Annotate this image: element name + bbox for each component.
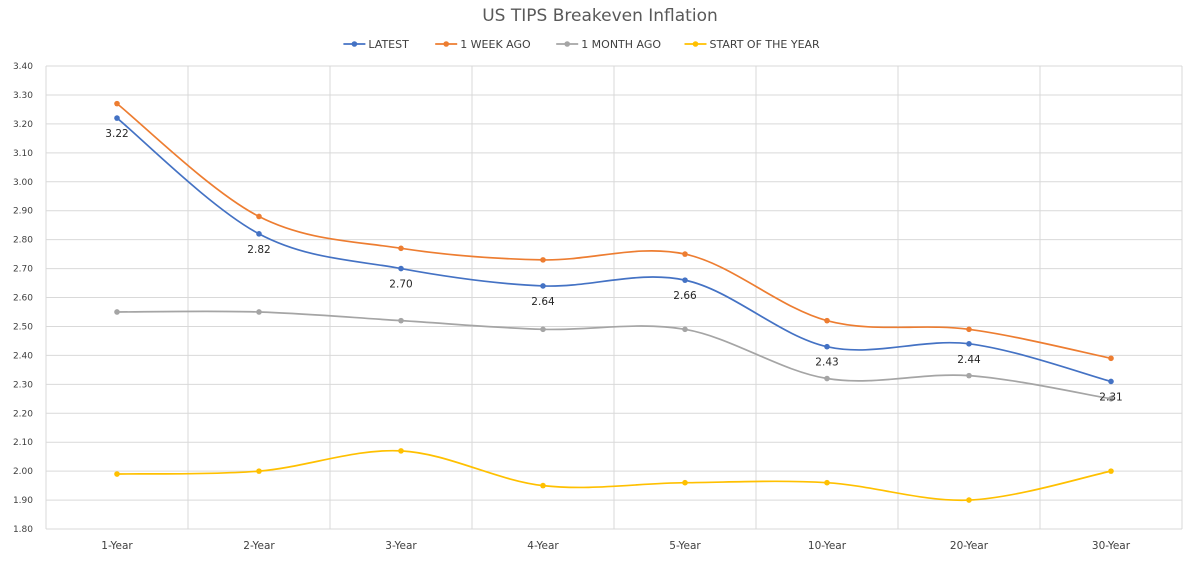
- data-label: 2.43: [815, 357, 838, 369]
- data-label: 2.31: [1099, 391, 1122, 403]
- data-point: [1108, 468, 1114, 474]
- data-point: [540, 326, 546, 333]
- series-start-of-the-year: [114, 448, 1114, 503]
- data-point: [682, 277, 688, 283]
- legend-swatch-marker: [351, 41, 358, 47]
- data-point: [114, 471, 120, 477]
- legend-label: START OF THE YEAR: [710, 38, 821, 51]
- data-point: [540, 283, 546, 289]
- y-tick-label: 2.90: [13, 207, 33, 217]
- y-tick-label: 3.00: [13, 178, 33, 188]
- y-tick-label: 3.20: [13, 120, 33, 130]
- x-tick-label: 20-Year: [950, 540, 989, 552]
- data-point: [1108, 395, 1114, 402]
- data-point: [540, 482, 546, 489]
- data-point: [966, 341, 972, 347]
- x-tick-label: 1-Year: [101, 540, 133, 552]
- data-point: [114, 309, 120, 315]
- data-point: [114, 115, 120, 121]
- legend-item: START OF THE YEAR: [684, 38, 821, 51]
- legend: LATEST 1 WEEK AGO 1 MONTH AGO START OF THE …: [343, 38, 820, 51]
- x-tick-label: 5-Year: [669, 540, 701, 552]
- data-point: [824, 479, 830, 486]
- series-line: [116, 310, 1112, 400]
- y-tick-label: 3.40: [13, 62, 33, 72]
- data-point: [398, 265, 404, 272]
- data-label: 2.66: [673, 290, 697, 302]
- legend-item: 1 WEEK AGO: [435, 38, 531, 51]
- data-point: [398, 317, 404, 324]
- legend-label: 1 MONTH AGO: [581, 38, 661, 51]
- y-tick-label: 3.10: [13, 149, 33, 159]
- y-tick-label: 2.80: [13, 236, 33, 246]
- x-tick-label: 3-Year: [385, 540, 417, 552]
- data-point: [256, 231, 262, 237]
- series-line: [116, 102, 1112, 360]
- data-point: [1108, 378, 1114, 385]
- x-axis: 1-Year 2-Year 3-Year 4-Year 5-Year 10-Year 20-…: [101, 540, 1130, 552]
- y-tick-label: 2.40: [13, 351, 33, 361]
- x-tick-label: 2-Year: [243, 540, 275, 552]
- data-point: [966, 372, 972, 379]
- data-point: [114, 100, 120, 107]
- x-tick-label: 4-Year: [527, 540, 559, 552]
- data-point: [682, 326, 688, 333]
- series-1-month-ago: [114, 309, 1114, 402]
- data-point: [256, 213, 262, 220]
- legend-swatch-marker: [692, 41, 699, 47]
- y-tick-label: 2.70: [13, 265, 33, 275]
- data-point: [966, 326, 972, 333]
- y-tick-label: 2.00: [13, 467, 33, 477]
- series-layer: [114, 100, 1114, 503]
- data-point: [398, 448, 404, 454]
- data-label: 2.64: [531, 296, 555, 308]
- y-axis: 1.80 1.90 2.00 2.10 2.20 2.30 2.40 2.50 2.60 2.70…: [13, 62, 33, 535]
- legend-label: 1 WEEK AGO: [460, 38, 531, 51]
- y-tick-label: 2.30: [13, 380, 33, 390]
- data-point: [824, 317, 830, 324]
- series-line: [116, 449, 1112, 502]
- data-label: 2.70: [389, 279, 412, 291]
- data-labels: 3.22 2.82 2.70 2.64 2.66 2.43 2.44 2.31: [105, 128, 1122, 403]
- data-point: [1108, 355, 1114, 362]
- data-point: [682, 251, 688, 257]
- y-tick-label: 1.90: [13, 496, 33, 506]
- legend-item: 1 MONTH AGO: [556, 38, 661, 51]
- data-label: 2.82: [247, 244, 270, 256]
- data-label: 3.22: [105, 128, 128, 140]
- legend-swatch-marker: [564, 41, 570, 47]
- chart-title: US TIPS Breakeven Inflation: [482, 6, 718, 26]
- y-tick-label: 2.10: [13, 438, 33, 448]
- data-point: [824, 343, 830, 350]
- y-tick-label: 2.50: [13, 322, 33, 332]
- x-tick-label: 10-Year: [808, 540, 847, 552]
- data-point: [256, 309, 262, 315]
- data-point: [824, 375, 830, 382]
- data-label: 2.44: [957, 354, 981, 366]
- x-tick-label: 30-Year: [1092, 540, 1131, 552]
- data-point: [682, 479, 688, 486]
- series-line: [116, 117, 1112, 383]
- data-point: [966, 497, 972, 503]
- y-tick-label: 2.60: [13, 294, 33, 304]
- data-point: [540, 257, 546, 263]
- legend-swatch-marker: [443, 41, 450, 47]
- legend-item: LATEST: [343, 38, 409, 51]
- data-point: [398, 245, 404, 252]
- y-tick-label: 3.30: [13, 91, 33, 101]
- series-1-week-ago: [114, 100, 1114, 362]
- y-tick-label: 1.80: [13, 525, 33, 535]
- grid: [45, 65, 1183, 530]
- series-latest: [114, 115, 1114, 385]
- y-tick-label: 2.20: [13, 409, 33, 419]
- data-point: [256, 468, 262, 474]
- legend-label: LATEST: [368, 38, 409, 51]
